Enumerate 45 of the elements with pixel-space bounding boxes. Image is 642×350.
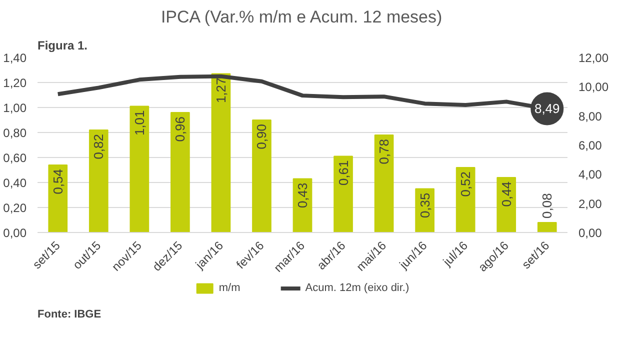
bar [170,112,190,232]
data-label: 1,27 [213,78,228,104]
y2-tick-label: 0,00 [578,226,602,240]
y-tick-label: 0,40 [3,176,27,190]
bar [48,164,68,232]
data-label: 0,43 [295,182,310,208]
text: Figura 1. [38,38,88,52]
source-note: Fonte: IBGE [38,308,102,320]
y2-tick-label: 10,00 [578,80,609,94]
y2-tick-label: 6,00 [578,138,602,152]
bar [334,156,353,232]
y-tick-label: 1,20 [3,76,27,90]
data-label: 0,35 [417,192,432,218]
legend-label: Acum. 12m (eixo dir.) [305,282,410,294]
data-label: 1,01 [132,110,147,136]
bar [537,222,557,232]
y2-tick-label: 2,00 [578,196,602,211]
data-label: 0,78 [376,138,392,164]
bar [456,167,476,232]
y-tick-label: 1,00 [3,101,27,115]
y2-tick-label: 4,00 [578,168,602,182]
bar [374,134,394,232]
data-label: 0,96 [172,116,188,142]
data-label: 0,90 [254,124,270,150]
data-label: 0,52 [458,171,474,197]
y2-tick-label: 12,00 [578,51,609,65]
data-label: 0,54 [50,168,66,194]
bar [252,120,272,232]
y-tick-label: 1,40 [3,51,27,65]
chart-title: IPCA (Var.% m/m e Acum. 12 meses) [160,8,442,26]
y-tick-label: 0,20 [3,201,27,215]
data-label: 0,82 [91,134,106,160]
bar [211,73,231,232]
y-tick-label: 0,80 [3,126,27,140]
data-label: 0,44 [498,181,514,207]
bar [130,106,150,232]
bar [496,177,516,232]
legend-label: m/m [218,282,240,294]
y-tick-label: 0,00 [3,226,27,240]
bar [88,130,108,232]
data-label: 0,61 [336,160,351,186]
data-label: 0,08 [540,193,555,218]
y-tick-label: 0,60 [3,151,27,165]
data-label: 8,49 [534,101,560,116]
y2-tick-label: 8,00 [578,109,602,124]
